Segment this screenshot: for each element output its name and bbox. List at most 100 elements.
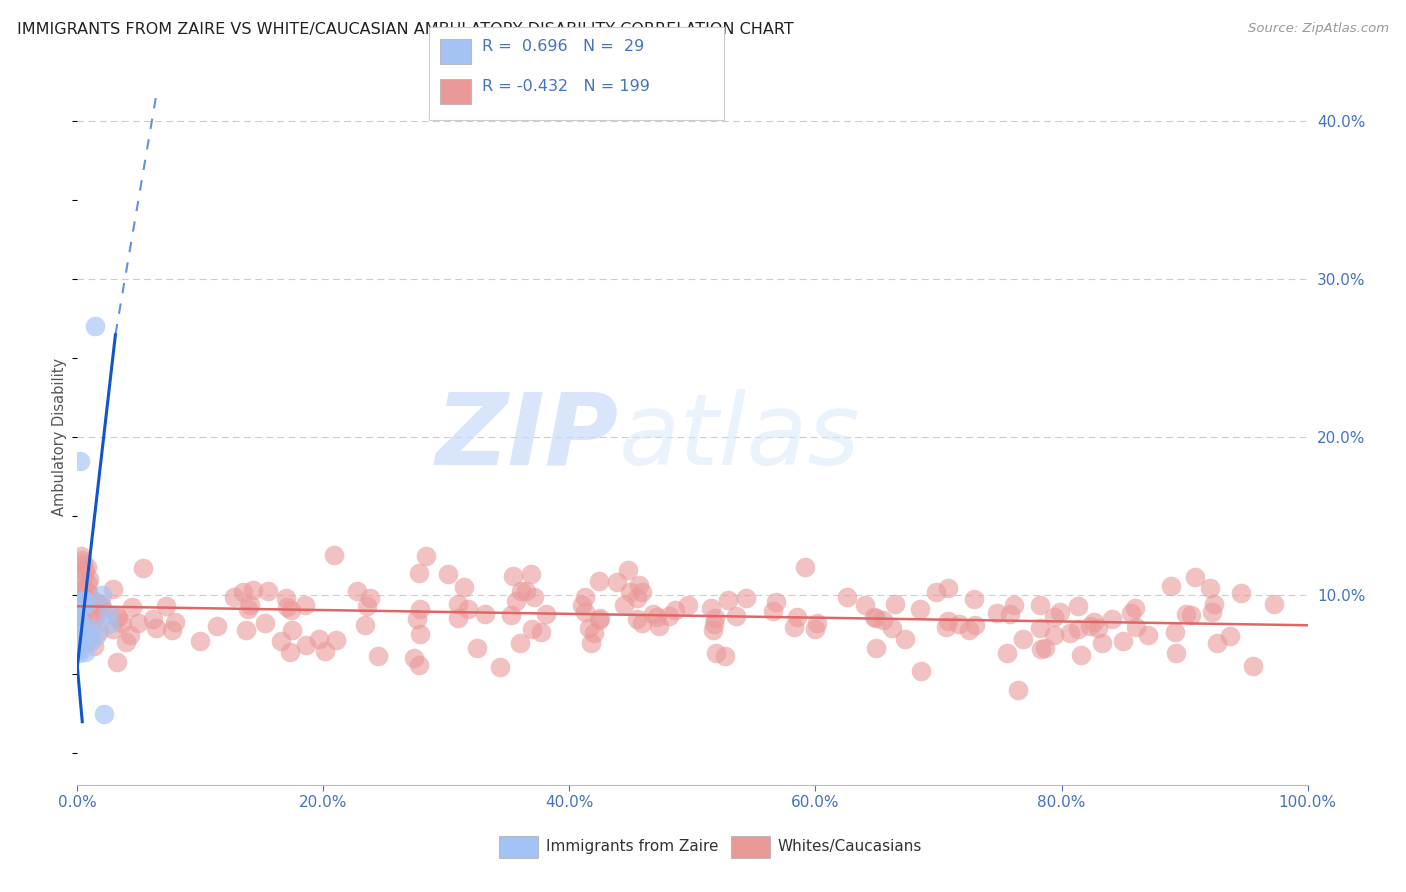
Point xyxy=(855,598,877,612)
Point xyxy=(510,583,533,598)
Point xyxy=(658,608,681,623)
Point xyxy=(402,650,425,665)
Point xyxy=(1101,612,1123,626)
Point xyxy=(70,549,93,563)
Point xyxy=(963,617,986,632)
Point xyxy=(1175,607,1198,621)
Point xyxy=(232,585,254,599)
Point xyxy=(115,635,138,649)
Point xyxy=(571,598,593,612)
Point xyxy=(835,591,858,605)
Point xyxy=(79,635,101,649)
Point xyxy=(631,584,654,599)
Point xyxy=(66,613,89,627)
Point xyxy=(346,584,368,599)
Point xyxy=(97,607,120,621)
Point xyxy=(520,622,543,636)
Point xyxy=(77,573,100,587)
Point xyxy=(457,602,479,616)
Point xyxy=(1042,628,1064,642)
Point xyxy=(77,593,100,607)
Point xyxy=(67,583,90,598)
Point xyxy=(408,657,430,672)
Point xyxy=(1049,605,1071,619)
Point xyxy=(1199,582,1222,596)
Point xyxy=(724,609,747,624)
Point xyxy=(872,613,894,627)
Text: Whites/Caucasians: Whites/Caucasians xyxy=(778,839,922,854)
Point xyxy=(574,590,596,604)
Point xyxy=(70,601,93,615)
Point xyxy=(714,648,737,663)
Point xyxy=(502,568,524,582)
Point xyxy=(1206,636,1229,650)
Text: R = -0.432   N = 199: R = -0.432 N = 199 xyxy=(482,79,650,95)
Point xyxy=(356,599,378,614)
Point xyxy=(359,591,381,605)
Point xyxy=(76,577,98,591)
Point xyxy=(406,612,429,626)
Point xyxy=(121,599,143,614)
Point xyxy=(105,608,128,623)
Point xyxy=(101,623,124,637)
Point xyxy=(605,574,627,589)
Point xyxy=(447,597,470,611)
Point xyxy=(105,656,128,670)
Point xyxy=(1137,628,1160,642)
Point xyxy=(963,592,986,607)
Point xyxy=(89,624,111,638)
Point xyxy=(1078,619,1101,633)
Point xyxy=(700,601,723,615)
Point xyxy=(530,624,553,639)
Point xyxy=(281,623,304,637)
Point xyxy=(75,634,97,648)
Point xyxy=(1166,646,1188,660)
Point xyxy=(948,617,970,632)
Point xyxy=(762,604,785,618)
Point xyxy=(408,566,430,581)
Point xyxy=(235,623,257,637)
Point xyxy=(936,614,959,628)
Point xyxy=(786,609,808,624)
Point xyxy=(1163,625,1185,640)
Point xyxy=(626,591,648,605)
Point xyxy=(80,592,103,607)
Point xyxy=(453,580,475,594)
Point xyxy=(280,645,302,659)
Point xyxy=(648,619,671,633)
Point xyxy=(67,646,90,660)
Point xyxy=(75,645,97,659)
Point xyxy=(884,597,907,611)
Point xyxy=(1263,597,1285,611)
Point xyxy=(76,559,98,574)
Point xyxy=(1087,621,1109,635)
Point xyxy=(76,586,98,600)
Point xyxy=(717,593,740,607)
Point xyxy=(257,583,280,598)
Text: Source: ZipAtlas.com: Source: ZipAtlas.com xyxy=(1249,22,1389,36)
Point xyxy=(162,623,184,637)
Point xyxy=(488,659,510,673)
Point xyxy=(664,603,686,617)
Point xyxy=(588,613,610,627)
Point xyxy=(295,638,318,652)
Point xyxy=(1125,619,1147,633)
Point xyxy=(76,596,98,610)
Point xyxy=(83,611,105,625)
Point xyxy=(447,611,470,625)
Text: R =  0.696   N =  29: R = 0.696 N = 29 xyxy=(482,39,644,54)
Point xyxy=(806,615,828,630)
Point xyxy=(643,607,665,621)
Point xyxy=(76,584,98,599)
Point xyxy=(613,599,636,613)
Point xyxy=(703,616,725,631)
Point xyxy=(67,594,90,608)
Point xyxy=(910,664,932,678)
Point xyxy=(1160,579,1182,593)
Point xyxy=(893,632,915,646)
Point xyxy=(1091,636,1114,650)
Point xyxy=(1007,683,1029,698)
Point xyxy=(90,597,112,611)
Point xyxy=(626,612,648,626)
Point xyxy=(72,593,94,607)
